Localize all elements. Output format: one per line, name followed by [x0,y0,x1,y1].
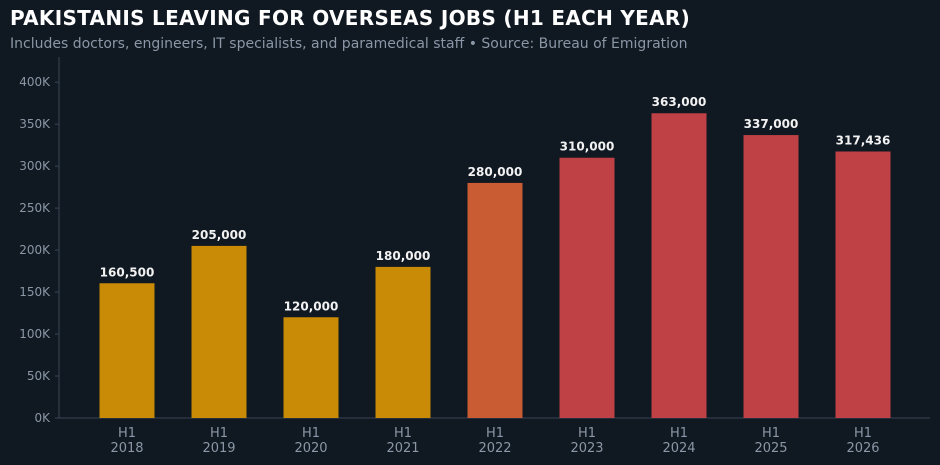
chart-title: PAKISTANIS LEAVING FOR OVERSEAS JOBS (H1… [10,6,691,30]
bar [835,151,891,418]
x-tick-label-line: 2018 [110,441,143,456]
bar-value-label: 280,000 [468,165,523,179]
x-tick-label-line: H1 [854,426,872,441]
bar-value-label: 363,000 [652,95,707,109]
bar-value-label: 337,000 [744,117,799,131]
bar [283,317,339,418]
chart-subtitle: Includes doctors, engineers, IT speciali… [10,36,688,52]
bar [99,283,155,418]
bar [375,266,431,418]
x-tick-label: H1 2019 [202,426,235,456]
x-tick-label-line: 2022 [478,441,511,456]
x-tick-label-line: 2026 [846,441,879,456]
bar-value-label: 160,500 [100,265,155,279]
x-tick-label: H1 2025 [754,426,787,456]
bar [651,113,707,418]
x-tick-label: H1 2024 [662,426,695,456]
x-tick-label-line: H1 [578,426,596,441]
x-tick-label-line: H1 [118,426,136,441]
x-tick-label: H1 2022 [478,426,511,456]
x-tick-label: H1 2020 [294,426,327,456]
x-tick-label-line: H1 [762,426,780,441]
bar [191,245,247,418]
x-tick-label-line: H1 [210,426,228,441]
y-tick-label: 50K [27,369,51,383]
x-tick-label-line: 2021 [386,441,419,456]
y-tick-label: 250K [19,201,51,215]
bar [467,182,523,418]
bar [559,157,615,418]
bar [743,135,799,418]
x-tick-label-line: 2025 [754,441,787,456]
x-tick-label: H1 2023 [570,426,603,456]
x-tick-label: H1 2021 [386,426,419,456]
x-tick-label: H1 2018 [110,426,143,456]
x-tick-label-line: 2020 [294,441,327,456]
x-tick-label-line: 2019 [202,441,235,456]
bar-value-label: 180,000 [376,249,431,263]
bar-value-label: 310,000 [560,140,615,154]
bar-value-label: 317,436 [836,134,891,148]
y-tick-label: 0K [34,411,51,425]
y-tick-label: 350K [19,117,51,131]
x-tick-label-line: H1 [394,426,412,441]
x-tick-label: H1 2026 [846,426,879,456]
bar-value-label: 205,000 [192,228,247,242]
x-tick-label-line: H1 [486,426,504,441]
x-tick-label-line: 2024 [662,441,695,456]
y-tick-label: 200K [19,243,51,257]
y-tick-label: 150K [19,285,51,299]
bar-value-label: 120,000 [284,299,339,313]
x-tick-label-line: 2023 [570,441,603,456]
x-tick-label-line: H1 [302,426,320,441]
y-tick-label: 400K [19,75,51,89]
y-tick-label: 100K [19,327,51,341]
x-tick-label-line: H1 [670,426,688,441]
y-tick-label: 300K [19,159,51,173]
